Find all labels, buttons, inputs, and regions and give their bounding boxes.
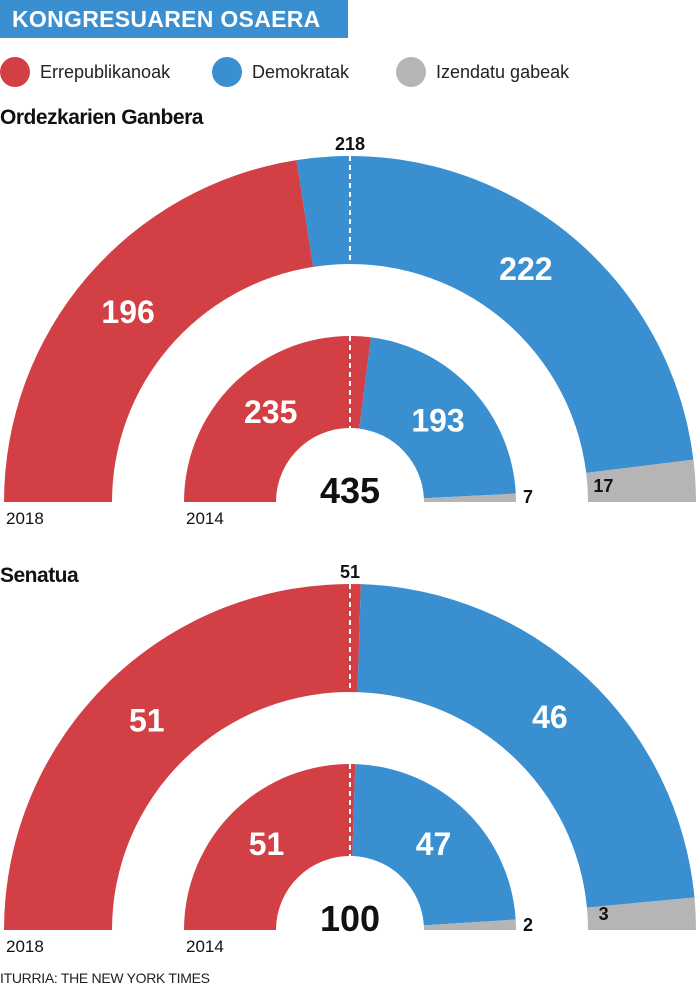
senate-2018-label-independents: 3 xyxy=(599,904,609,924)
senate-total-label: 100 xyxy=(320,898,380,939)
legend-item-independents: Izendatu gabeak xyxy=(396,56,569,88)
senate-2014-label-republicans: 51 xyxy=(249,826,285,862)
house-2014-arc-independents xyxy=(423,493,516,502)
legend-swatch-democrats xyxy=(212,57,242,87)
house-2018-year-label: 2018 xyxy=(6,509,44,528)
house-2018-arc-democrats xyxy=(296,155,694,473)
senate-2018-label-republicans: 51 xyxy=(129,702,165,738)
house-title: Ordezkarien Ganbera xyxy=(0,106,203,129)
house-2014-label-democrats: 193 xyxy=(411,402,464,438)
house-2014-label-republicans: 235 xyxy=(244,394,297,430)
senate-majority-label: 51 xyxy=(340,562,360,582)
house-majority-label: 218 xyxy=(335,134,365,154)
legend-label-republicans: Errepublikanoak xyxy=(40,61,171,82)
senate-2018-arc-democrats xyxy=(357,584,695,908)
senate-2014-year-label: 2014 xyxy=(186,937,224,956)
senate-2014-label-democrats: 47 xyxy=(416,826,452,862)
house-2018-label-democrats: 222 xyxy=(499,251,552,287)
house-2014-arc-democrats xyxy=(359,337,516,499)
senate-2014-arc-democrats xyxy=(352,764,516,926)
senate-2018-arc-independents xyxy=(586,897,696,930)
senate-2018-label-democrats: 46 xyxy=(532,699,568,735)
legend-item-republicans: Errepublikanoak xyxy=(0,56,170,88)
legend-label-independents: Izendatu gabeak xyxy=(436,61,570,82)
house-2014-arc-republicans xyxy=(184,336,371,502)
house-2018-label-republicans: 196 xyxy=(101,294,154,330)
legend-swatch-independents xyxy=(396,57,426,87)
house-2014-year-label: 2014 xyxy=(186,509,224,528)
house-2018-arc-republicans xyxy=(4,160,314,502)
senate-2018-year-label: 2018 xyxy=(6,937,44,956)
page-title: KONGRESUAREN OSAERA xyxy=(0,0,348,38)
house-2018-arc-independents xyxy=(586,459,696,502)
house-2014-label-independents: 7 xyxy=(523,487,533,507)
legend: Errepublikanoak Demokratak Izendatu gabe… xyxy=(0,56,700,88)
senate-title: Senatua xyxy=(0,564,79,587)
legend-item-democrats: Demokratak xyxy=(212,56,349,88)
senate-2014-arc-independents xyxy=(423,919,516,930)
senate-2018-arc-republicans xyxy=(4,584,361,930)
legend-label-democrats: Demokratak xyxy=(252,61,350,82)
legend-swatch-republicans xyxy=(0,57,30,87)
senate-2014-arc-republicans xyxy=(184,764,356,930)
house-total-label: 435 xyxy=(320,470,380,511)
house-2018-label-independents: 17 xyxy=(593,476,613,496)
source-note: ITURRIA: THE NEW YORK TIMES xyxy=(0,970,210,986)
senate-2014-label-independents: 2 xyxy=(523,915,533,935)
